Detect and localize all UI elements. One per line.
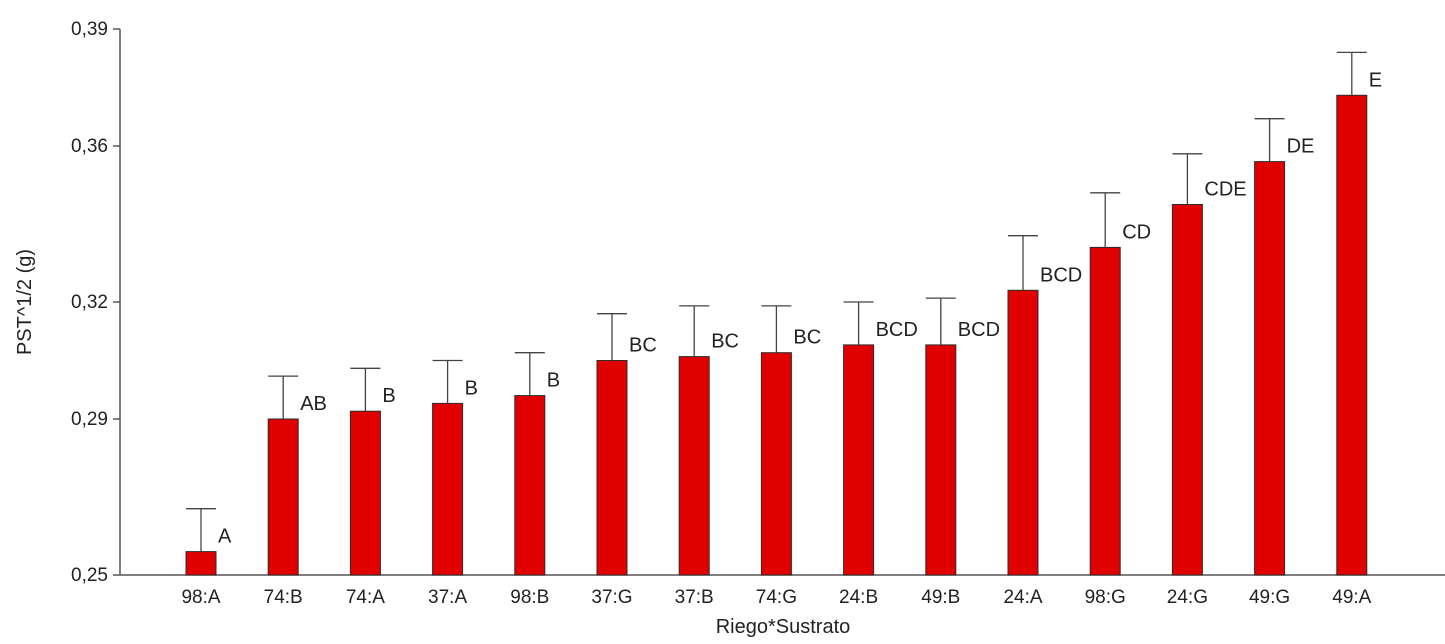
bar bbox=[925, 344, 957, 576]
x-tick-label: 37:G bbox=[591, 587, 632, 608]
significance-label: BC bbox=[793, 327, 821, 349]
y-tick-label: 0,32 bbox=[71, 292, 108, 313]
x-tick-label: 74:G bbox=[756, 587, 797, 608]
x-tick-label: 98:A bbox=[181, 587, 220, 608]
significance-label: BCD bbox=[876, 319, 918, 341]
x-tick-label: 37:A bbox=[428, 587, 467, 608]
significance-label: BCD bbox=[1040, 264, 1082, 286]
bar bbox=[185, 551, 217, 576]
significance-label: B bbox=[465, 377, 478, 399]
significance-label: BC bbox=[711, 331, 739, 353]
significance-label: E bbox=[1369, 69, 1382, 91]
x-tick-label: 49:G bbox=[1249, 587, 1290, 608]
bar bbox=[678, 356, 710, 576]
x-tick-label: 74:B bbox=[264, 587, 303, 608]
significance-label: AB bbox=[300, 393, 327, 415]
bar bbox=[1171, 204, 1203, 576]
x-tick-label: 49:A bbox=[1332, 587, 1371, 608]
y-axis-title: PST^1/2 (g) bbox=[14, 249, 36, 355]
error-bars bbox=[186, 51, 1367, 552]
x-tick-label: 98:B bbox=[510, 587, 549, 608]
y-tick-label: 0,25 bbox=[71, 565, 108, 586]
bar bbox=[1254, 161, 1286, 576]
x-tick-label: 37:B bbox=[675, 587, 714, 608]
significance-label: DE bbox=[1287, 136, 1315, 158]
bar bbox=[1089, 246, 1121, 576]
bar bbox=[267, 418, 299, 576]
x-tick-label: 98:G bbox=[1085, 587, 1126, 608]
group-labels: A AB B B B BC BC BC BCD BCD BCD CD CDE DE E bbox=[218, 69, 1382, 547]
y-tick-label: 0,39 bbox=[71, 19, 108, 40]
bar bbox=[514, 395, 546, 576]
y-axis: 0,25 0,29 0,32 0,36 0,39 bbox=[71, 19, 121, 586]
x-tick-label: 74:A bbox=[346, 587, 385, 608]
x-tick-label: 24:B bbox=[839, 587, 878, 608]
significance-label: A bbox=[218, 526, 232, 548]
bar bbox=[843, 344, 875, 576]
y-tick-label: 0,36 bbox=[71, 136, 108, 157]
significance-label: BCD bbox=[958, 319, 1000, 341]
x-axis-title: Riego*Sustrato bbox=[716, 616, 851, 638]
x-ticks: 98:A 74:B 74:A 37:A 98:B 37:G 37:B 74:G 24:B 49:B… bbox=[181, 587, 1371, 608]
x-tick-label: 24:G bbox=[1167, 587, 1208, 608]
significance-label: CDE bbox=[1204, 179, 1246, 201]
bar bbox=[760, 352, 792, 576]
x-tick-label: 24:A bbox=[1003, 587, 1042, 608]
bars bbox=[185, 94, 1368, 576]
y-tick-label: 0,29 bbox=[71, 409, 108, 430]
bar bbox=[432, 402, 464, 576]
significance-label: CD bbox=[1122, 221, 1151, 243]
significance-label: BC bbox=[629, 335, 657, 357]
x-tick-label: 49:B bbox=[921, 587, 960, 608]
significance-label: B bbox=[547, 370, 560, 392]
x-axis: 98:A 74:B 74:A 37:A 98:B 37:G 37:B 74:G 24:B 49:B… bbox=[120, 574, 1445, 608]
bar bbox=[596, 360, 628, 576]
y-ticks: 0,25 0,29 0,32 0,36 0,39 bbox=[71, 19, 120, 586]
bar bbox=[1007, 289, 1039, 576]
significance-label: B bbox=[382, 385, 395, 407]
bar bbox=[349, 410, 381, 576]
bar bbox=[1336, 94, 1368, 576]
